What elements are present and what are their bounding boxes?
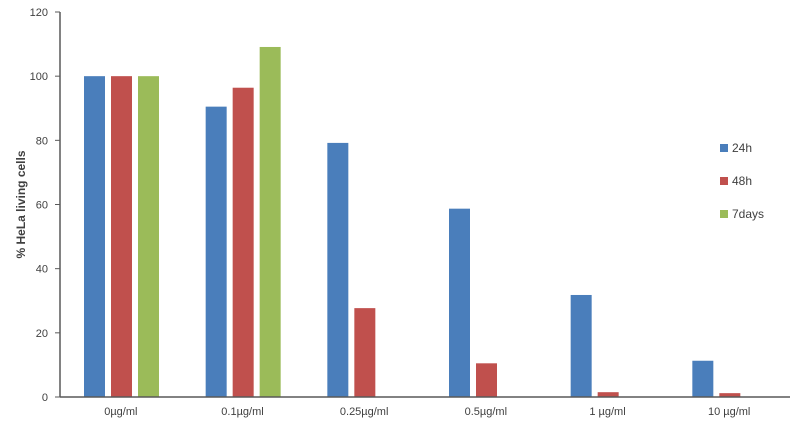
bar-48h-3	[476, 363, 497, 397]
y-tick-label: 40	[36, 264, 48, 276]
bar-48h-2	[354, 308, 376, 397]
bar-7days-1	[259, 46, 281, 398]
legend-swatch-24h	[720, 144, 728, 152]
bar-48h-4	[597, 392, 619, 397]
legend-label-24h: 24h	[732, 141, 752, 155]
legend-label-7days: 7days	[732, 207, 764, 221]
bar-24h-2	[327, 142, 349, 397]
bar-24h-0	[84, 76, 105, 398]
y-tick-label: 80	[36, 135, 48, 147]
y-tick-label: 100	[30, 71, 48, 83]
bar-24h-3	[449, 208, 470, 397]
bar-48h-5	[719, 393, 741, 397]
x-tick-label: 0.5µg/ml	[465, 406, 507, 418]
legend-label-48h: 48h	[732, 174, 752, 188]
y-axis-title: % HeLa living cells	[14, 150, 28, 258]
bars	[84, 46, 741, 398]
x-tick-label: 0.1µg/ml	[221, 406, 263, 418]
y-tick-label: 20	[36, 328, 48, 340]
legend-swatch-7days	[720, 210, 728, 218]
bar-48h-1	[232, 87, 254, 397]
x-tick-label: 0µg/ml	[104, 406, 137, 418]
x-tick-label: 0.25µg/ml	[340, 406, 389, 418]
y-axis: 0 20 40 60 80 100 120	[30, 7, 61, 404]
bar-7days-0	[138, 76, 159, 398]
y-tick-label: 120	[30, 7, 48, 19]
x-tick-label: 1 µg/ml	[589, 406, 625, 418]
y-tick-label: 60	[36, 200, 48, 212]
bar-24h-5	[692, 360, 714, 397]
y-tick-label: 0	[42, 392, 48, 404]
legend: 24h 48h 7days	[720, 141, 764, 221]
bar-48h-0	[111, 76, 132, 398]
x-tick-label: 10 µg/ml	[708, 406, 750, 418]
bar-24h-4	[570, 294, 592, 397]
legend-swatch-48h	[720, 177, 728, 185]
x-axis: 0µg/ml 0.1µg/ml 0.25µg/ml 0.5µg/ml 1 µg/ml 10…	[60, 396, 790, 418]
bar-24h-1	[205, 106, 227, 397]
